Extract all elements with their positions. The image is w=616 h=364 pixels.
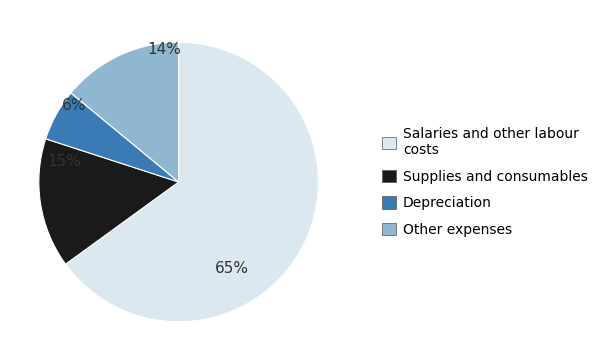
Wedge shape bbox=[46, 93, 179, 182]
Wedge shape bbox=[65, 42, 318, 322]
Text: 6%: 6% bbox=[62, 98, 86, 112]
Wedge shape bbox=[39, 139, 179, 264]
Text: 15%: 15% bbox=[47, 154, 81, 169]
Legend: Salaries and other labour
costs, Supplies and consumables, Depreciation, Other e: Salaries and other labour costs, Supplie… bbox=[378, 123, 592, 241]
Wedge shape bbox=[71, 42, 179, 182]
Text: 14%: 14% bbox=[148, 42, 182, 57]
Text: 65%: 65% bbox=[215, 261, 249, 276]
